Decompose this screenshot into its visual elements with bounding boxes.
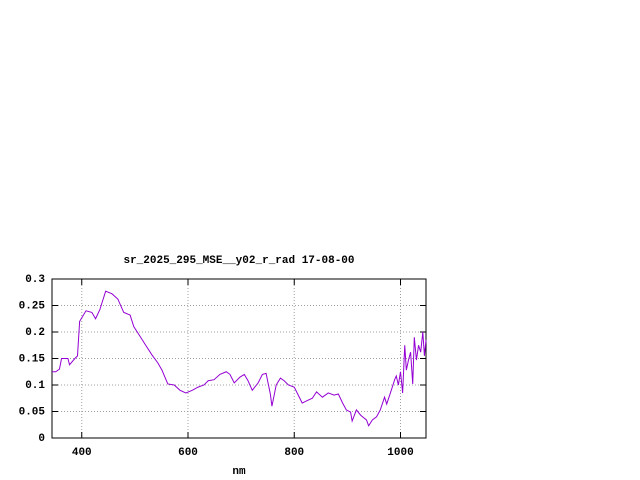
y-tick-label: 0.2 (25, 327, 45, 339)
y-tick-label: 0.15 (19, 353, 46, 365)
plot-border (51, 278, 427, 439)
y-tick-label: 0.25 (19, 300, 46, 312)
data-line (52, 290, 427, 427)
x-tick-label: 1000 (387, 447, 413, 459)
x-tick-label: 400 (72, 447, 92, 459)
chart-title: sr_2025_295_MSE__y02_r_rad 17-08-00 (123, 255, 354, 267)
y-tick-label: 0 (38, 433, 45, 445)
y-tick-label: 0.05 (19, 406, 46, 418)
x-tick-label: 800 (284, 447, 304, 459)
y-tick-label: 0.1 (25, 380, 45, 392)
x-axis-label: nm (232, 466, 246, 478)
x-tick-label: 600 (178, 447, 198, 459)
y-tick-label: 0.3 (25, 274, 45, 286)
